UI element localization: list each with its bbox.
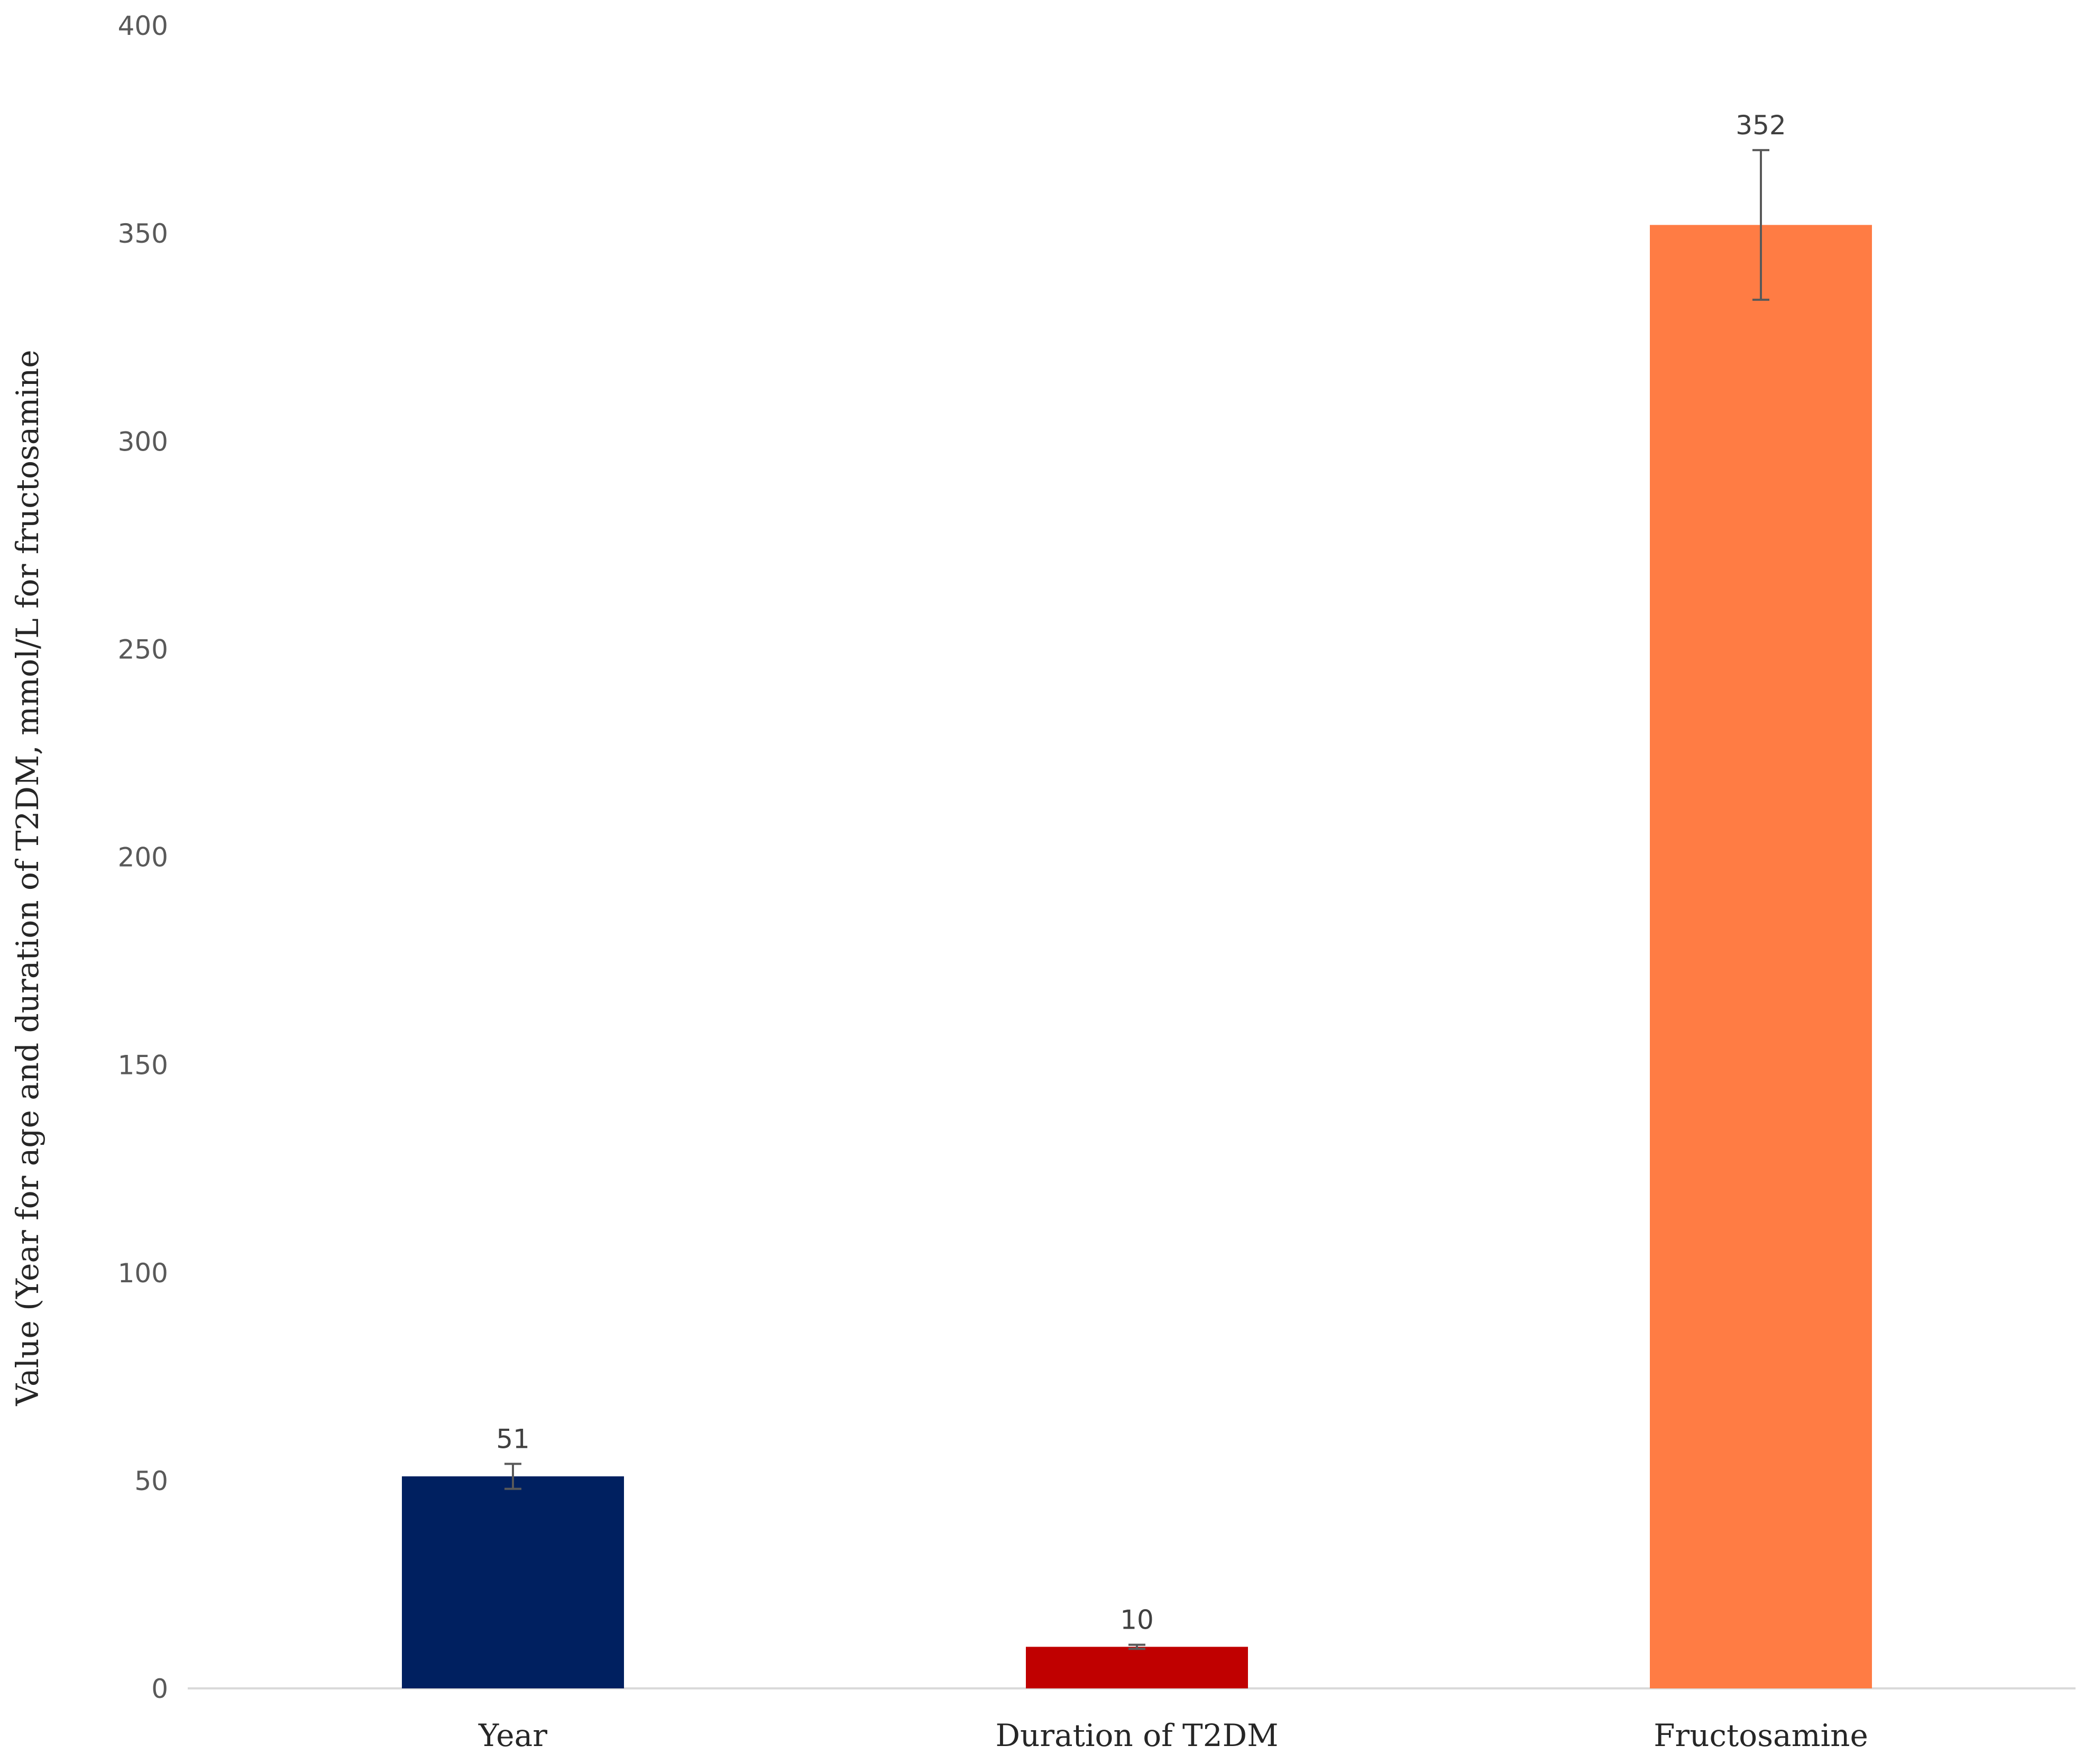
error-bar	[1752, 149, 1769, 301]
data-label: 10	[1120, 1604, 1154, 1635]
y-axis-title: Value (Year for age and duration of T2DM…	[10, 350, 45, 1406]
y-tick-label: 400	[118, 11, 168, 41]
category-labels: Year Duration of T2DM Fructosamine	[478, 1717, 1868, 1753]
y-tick-label: 200	[118, 842, 168, 873]
category-label: Fructosamine	[1654, 1717, 1868, 1753]
data-label: 352	[1736, 110, 1786, 141]
error-bars	[504, 149, 1769, 1650]
y-tick-label: 150	[118, 1050, 168, 1081]
y-tick-label: 100	[118, 1258, 168, 1289]
y-tick-label: 50	[134, 1466, 168, 1496]
y-tick-label: 350	[118, 218, 168, 249]
bar	[1650, 225, 1872, 1689]
error-bar	[1128, 1643, 1145, 1650]
y-tick-label: 300	[118, 426, 168, 457]
category-label: Year	[478, 1717, 547, 1753]
y-tick-label: 0	[151, 1674, 168, 1704]
error-bar	[504, 1463, 521, 1490]
category-label: Duration of T2DM	[995, 1717, 1278, 1753]
data-labels: 51 10 352	[496, 110, 1786, 1636]
data-label: 51	[496, 1423, 530, 1454]
y-tick-label: 250	[118, 634, 168, 665]
y-tick-labels: 0 50 100 150 200 250 300 350 400	[118, 11, 168, 1704]
bar	[402, 1476, 624, 1688]
bars	[402, 225, 1872, 1689]
bar	[1026, 1647, 1248, 1688]
